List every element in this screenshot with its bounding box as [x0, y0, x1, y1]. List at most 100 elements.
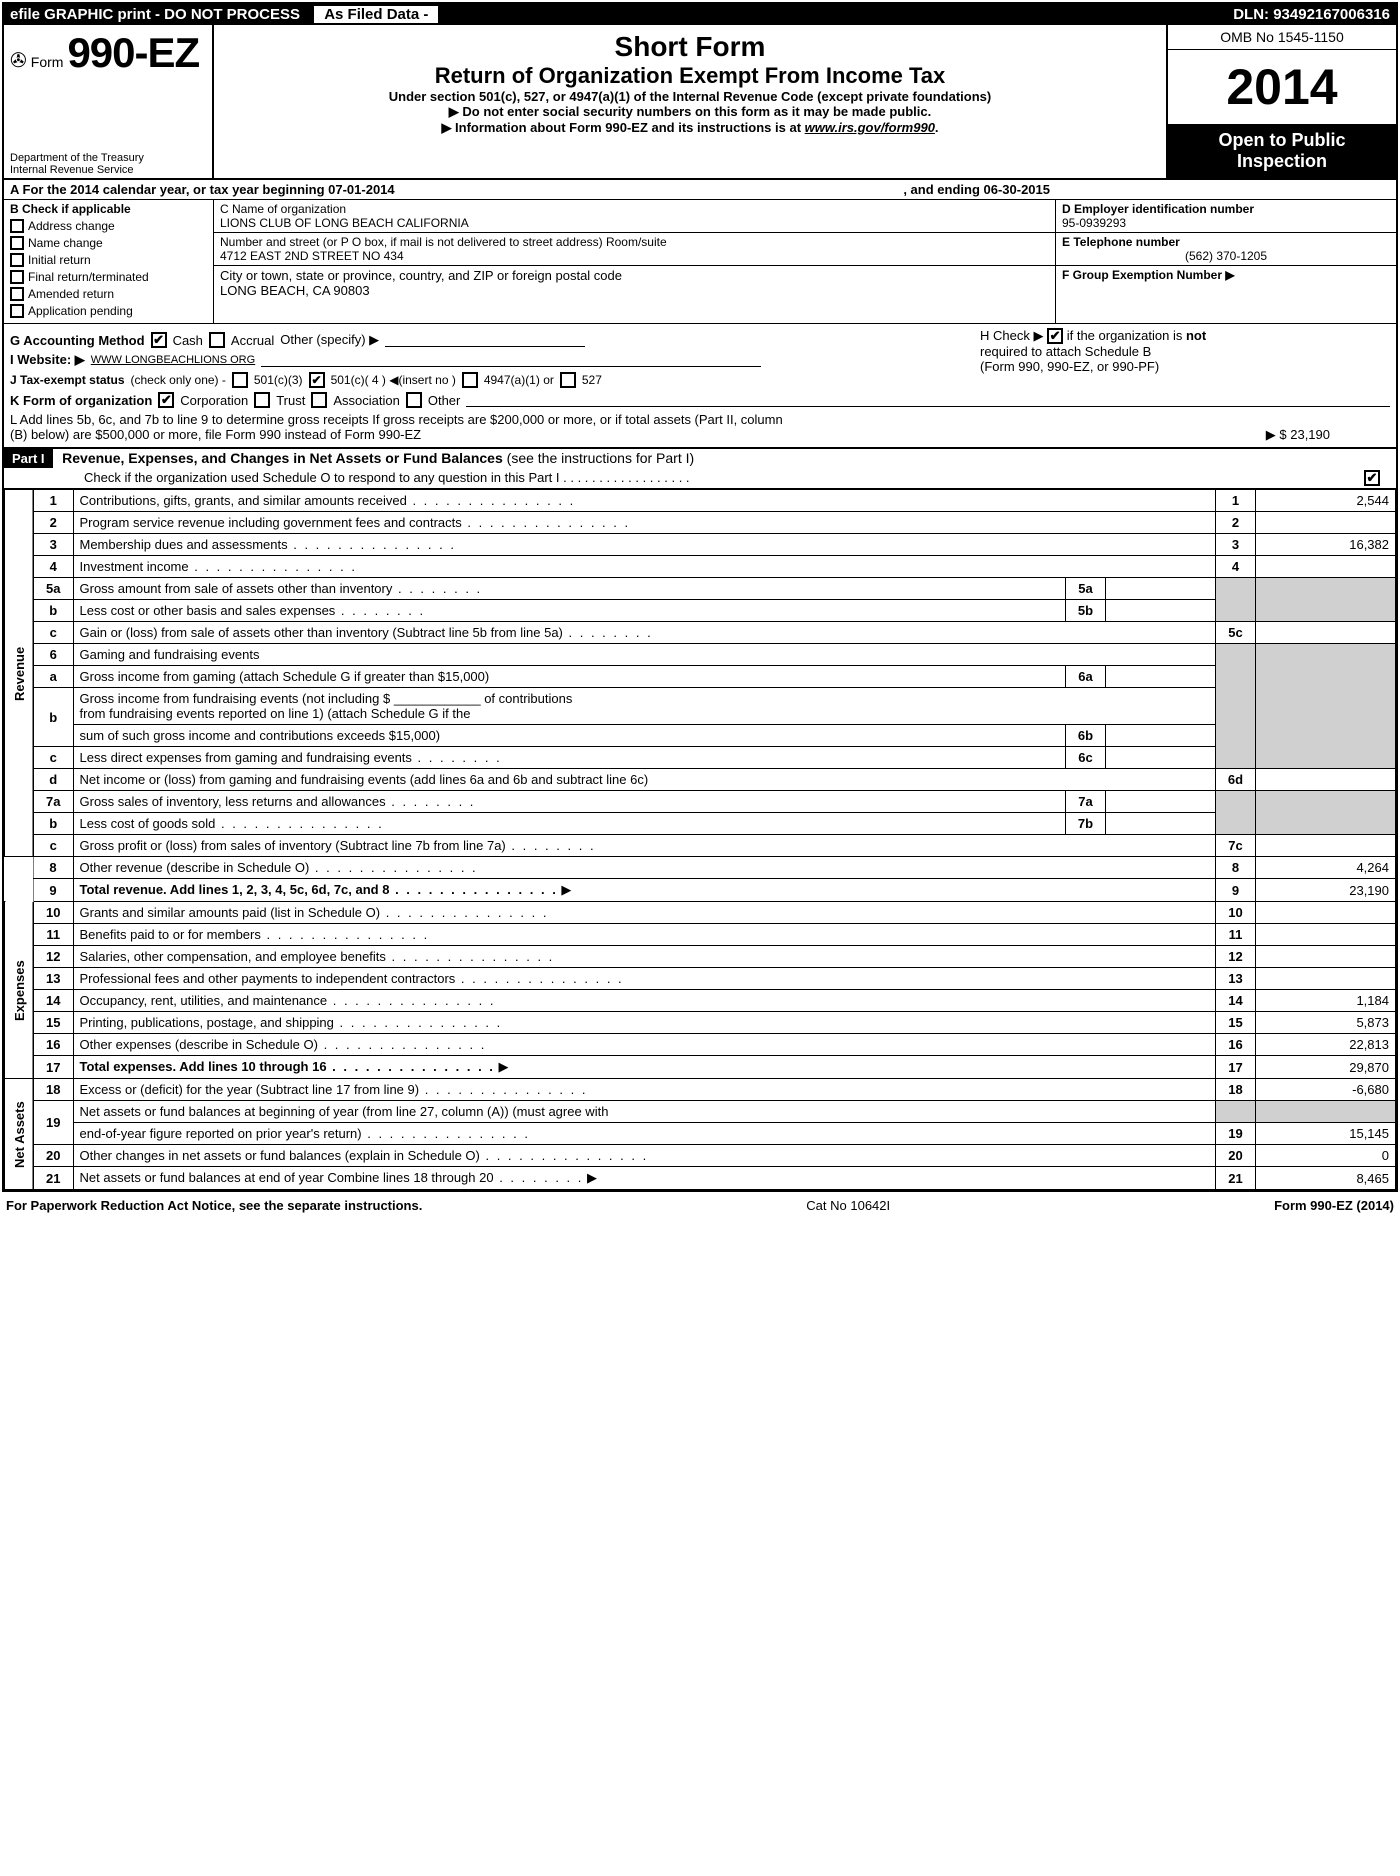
line-1-desc: Contributions, gifts, grants, and simila… [80, 493, 576, 508]
cb-accrual[interactable] [209, 332, 225, 348]
lbl-application-pending: Application pending [28, 304, 133, 318]
line-1-val: 2,544 [1256, 490, 1396, 512]
line-3-desc: Membership dues and assessments [80, 537, 456, 552]
lbl-4947: 4947(a)(1) or [484, 373, 554, 387]
cb-4947[interactable] [462, 372, 478, 388]
form-990ez-page: efile GRAPHIC print - DO NOT PROCESS As … [2, 2, 1398, 1192]
lbl-cash: Cash [173, 333, 203, 348]
line-4-val [1256, 556, 1396, 578]
col-c-org-info: C Name of organization LIONS CLUB OF LON… [214, 200, 1056, 323]
line-15-val: 5,873 [1256, 1012, 1396, 1034]
line-5b-desc: Less cost or other basis and sales expen… [80, 603, 426, 618]
tax-year-begin: A For the 2014 calendar year, or tax yea… [10, 182, 395, 197]
l-text2: (B) below) are $500,000 or more, file Fo… [10, 427, 421, 443]
form-version: Form 990-EZ (2014) [1274, 1198, 1394, 1213]
line-19-desc-b: end-of-year figure reported on prior yea… [80, 1126, 530, 1141]
form-prefix: Form [31, 54, 64, 70]
part-i-note: (see the instructions for Part I) [507, 450, 695, 466]
return-title: Return of Organization Exempt From Incom… [224, 63, 1156, 89]
line-15-desc: Printing, publications, postage, and shi… [80, 1015, 503, 1030]
row-a-tax-year: A For the 2014 calendar year, or tax yea… [4, 180, 1396, 200]
line-16-desc: Other expenses (describe in Schedule O) [80, 1037, 487, 1052]
lbl-trust: Trust [276, 393, 305, 408]
line-9-val: 23,190 [1256, 879, 1396, 902]
cb-application-pending[interactable] [10, 304, 24, 318]
cb-name-change[interactable] [10, 236, 24, 250]
line-6a-desc: Gross income from gaming (attach Schedul… [80, 669, 490, 684]
addr-label: Number and street (or P O box, if mail i… [220, 235, 1049, 249]
line-4-desc: Investment income [80, 559, 357, 574]
col-de-ids: D Employer identification number 95-0939… [1056, 200, 1396, 323]
line-6b-1: Gross income from fundraising events (no… [80, 691, 1210, 706]
cb-address-change[interactable] [10, 219, 24, 233]
cb-527[interactable] [560, 372, 576, 388]
paperwork-notice: For Paperwork Reduction Act Notice, see … [6, 1198, 422, 1213]
ssn-note: ▶ Do not enter social security numbers o… [224, 104, 1156, 120]
cb-corp[interactable]: ✔ [158, 392, 174, 408]
d-label: D Employer identification number [1062, 202, 1390, 216]
cb-cash[interactable]: ✔ [151, 332, 167, 348]
phone: (562) 370-1205 [1062, 249, 1390, 263]
section-bcde: B Check if applicable Address change Nam… [4, 200, 1396, 324]
short-form-title: Short Form [224, 31, 1156, 63]
line-6-desc: Gaming and fundraising events [80, 647, 260, 662]
lbl-501c: 501(c)( 4 ) ◀(insert no ) [331, 373, 456, 387]
line-19-val: 15,145 [1256, 1123, 1396, 1145]
line-5a-desc: Gross amount from sale of assets other t… [80, 581, 483, 596]
cb-amended-return[interactable] [10, 287, 24, 301]
line-11-desc: Benefits paid to or for members [80, 927, 430, 942]
line-5c-val [1256, 622, 1396, 644]
part-i-label: Part I [4, 449, 53, 468]
line-13-val [1256, 968, 1396, 990]
as-filed-data: As Filed Data - [314, 6, 438, 23]
lbl-other-org: Other [428, 393, 461, 408]
website-link[interactable]: WWW LONGBEACHLIONS ORG [91, 354, 255, 366]
efile-label: efile GRAPHIC print - DO NOT PROCESS [10, 6, 300, 23]
open-public: Open to Public [1174, 130, 1390, 151]
line-6c-desc: Less direct expenses from gaming and fun… [80, 750, 502, 765]
ein: 95-0939293 [1062, 216, 1390, 230]
city-state-zip: LONG BEACH, CA 90803 [220, 283, 1049, 298]
recycle-icon: ✇ [10, 48, 27, 73]
line-14-desc: Occupancy, rent, utilities, and maintena… [80, 993, 496, 1008]
line-2-val [1256, 512, 1396, 534]
lbl-final-return: Final return/terminated [28, 270, 149, 284]
line-5c-desc: Gain or (loss) from sale of assets other… [80, 625, 653, 640]
k-label: K Form of organization [10, 393, 152, 408]
line-19-desc-a: Net assets or fund balances at beginning… [80, 1104, 609, 1119]
lbl-address-change: Address change [28, 219, 115, 233]
cb-501c3[interactable] [232, 372, 248, 388]
cb-schedule-o[interactable]: ✔ [1364, 470, 1380, 486]
line-8-val: 4,264 [1256, 857, 1396, 879]
cb-assoc[interactable] [311, 392, 327, 408]
g-label: G Accounting Method [10, 333, 145, 348]
cb-final-return[interactable] [10, 270, 24, 284]
cb-trust[interactable] [254, 392, 270, 408]
part-i-title: Revenue, Expenses, and Changes in Net As… [62, 450, 503, 466]
form-number: 990-EZ [67, 29, 199, 77]
cb-h-checked[interactable]: ✔ [1047, 328, 1063, 344]
line-6d-val [1256, 769, 1396, 791]
line-21-val: 8,465 [1256, 1167, 1396, 1190]
irs-link[interactable]: www.irs.gov/form990 [805, 120, 935, 135]
line-21-desc: Net assets or fund balances at end of ye… [80, 1170, 584, 1185]
line-13-desc: Professional fees and other payments to … [80, 971, 624, 986]
line-7a-desc: Gross sales of inventory, less returns a… [80, 794, 476, 809]
org-name: LIONS CLUB OF LONG BEACH CALIFORNIA [220, 216, 1049, 230]
cb-initial-return[interactable] [10, 253, 24, 267]
form-header: ✇ Form 990-EZ Department of the Treasury… [4, 25, 1396, 180]
cb-other-org[interactable] [406, 392, 422, 408]
lbl-501c3: 501(c)(3) [254, 373, 303, 387]
l-amount: ▶ $ 23,190 [1266, 427, 1390, 443]
j-label: J Tax-exempt status [10, 373, 125, 387]
inspection: Inspection [1174, 151, 1390, 172]
line-16-val: 22,813 [1256, 1034, 1396, 1056]
line-10-val [1256, 902, 1396, 924]
line-6d-desc: Net income or (loss) from gaming and fun… [80, 772, 649, 787]
lbl-amended-return: Amended return [28, 287, 114, 301]
part-i-table: Revenue 1Contributions, gifts, grants, a… [4, 489, 1396, 1190]
cb-501c[interactable]: ✔ [309, 372, 325, 388]
h-not: not [1186, 328, 1206, 343]
lbl-corp: Corporation [180, 393, 248, 408]
schedule-o-check-text: Check if the organization used Schedule … [84, 470, 690, 486]
